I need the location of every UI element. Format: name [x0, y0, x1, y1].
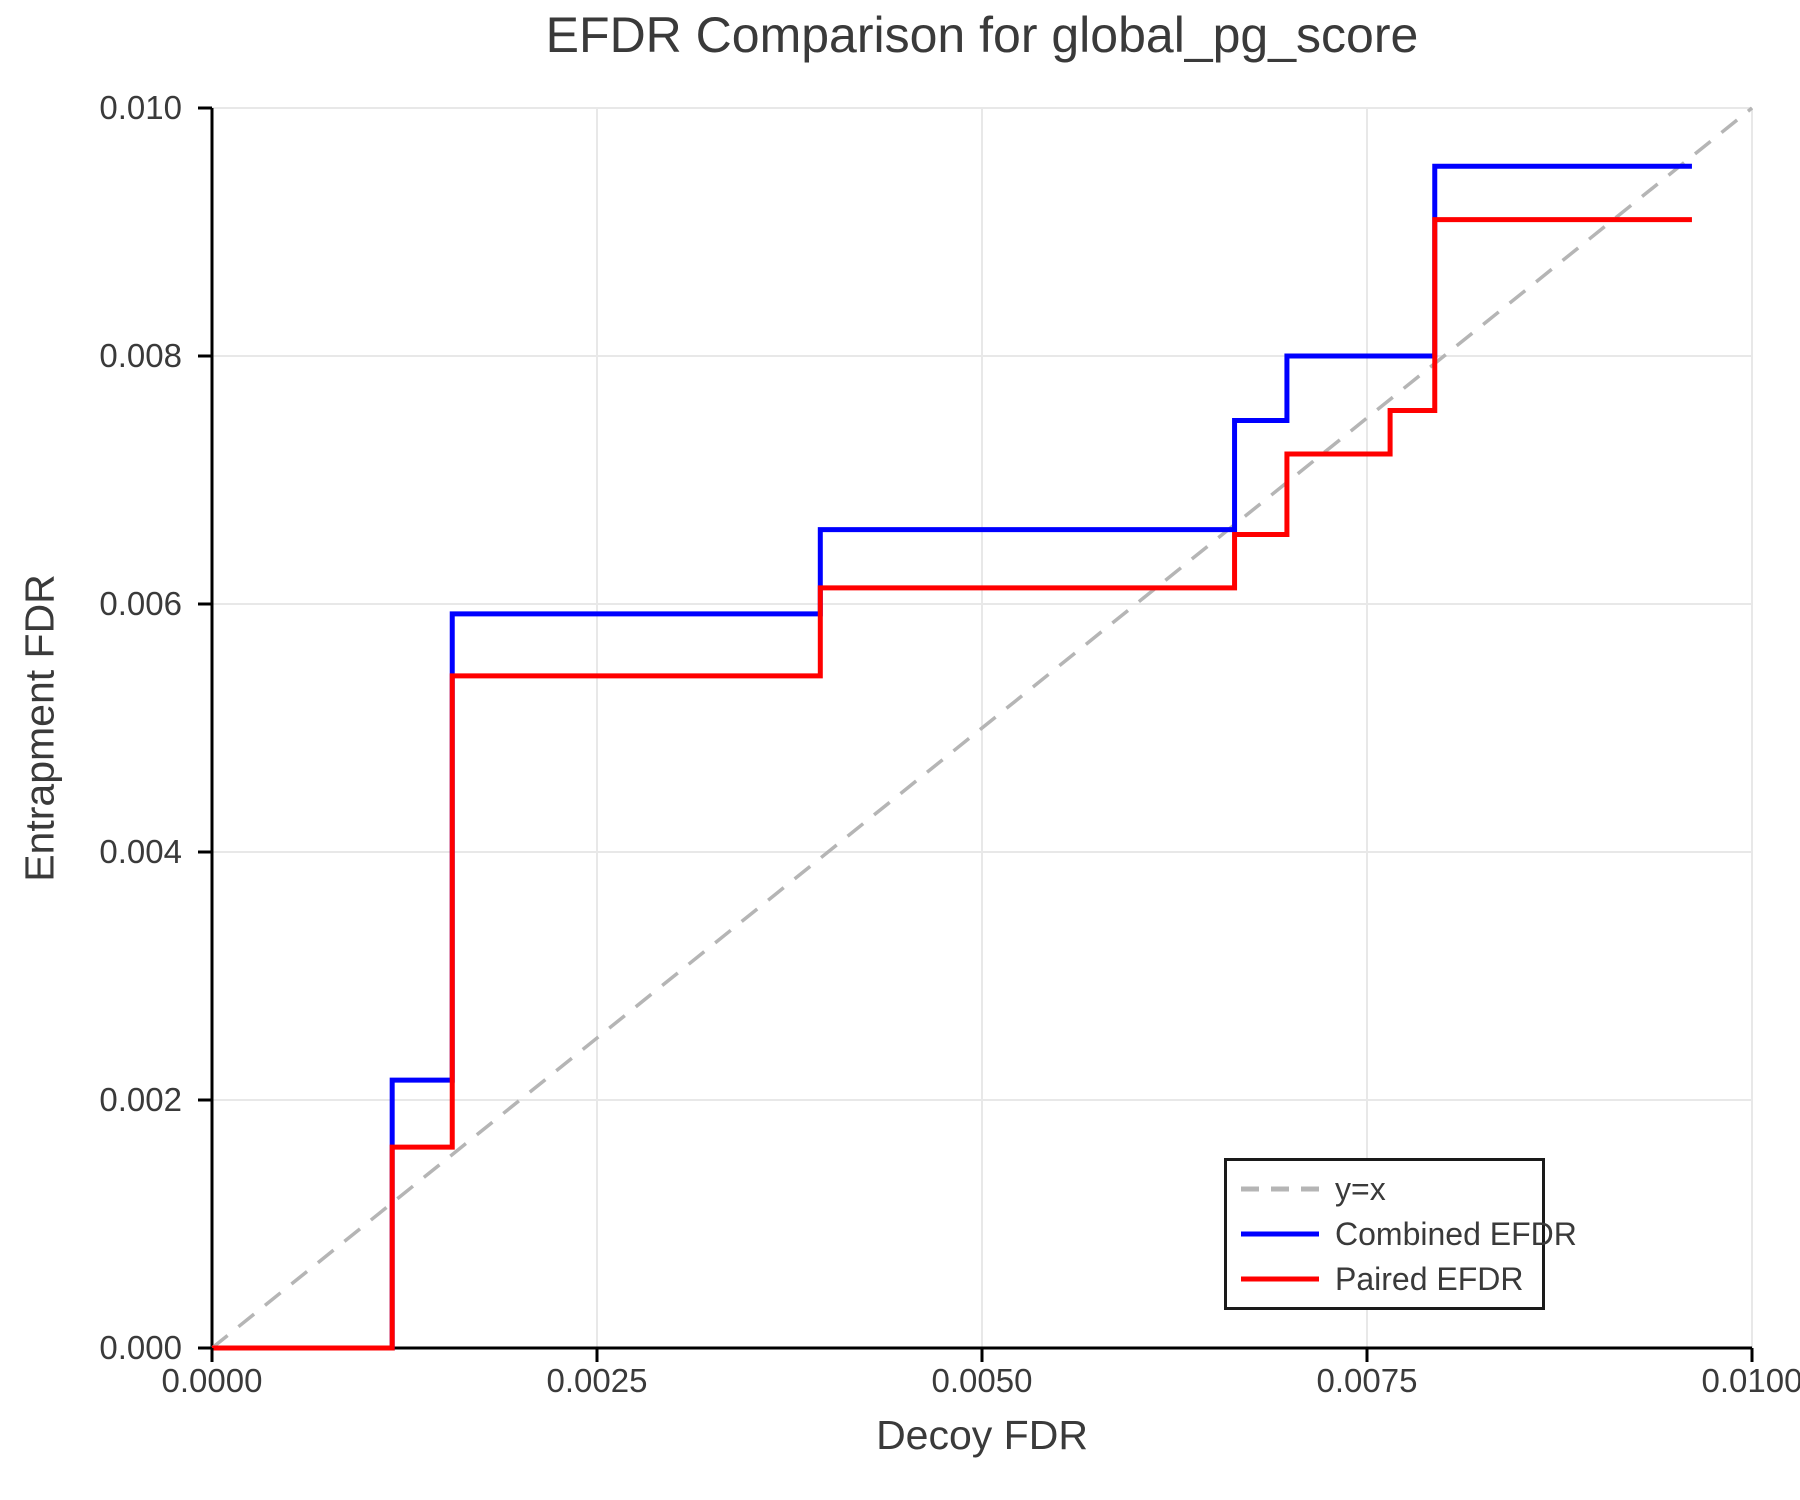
legend-entry-combined-efdr: Combined EFDR [1241, 1213, 1577, 1255]
y-tick-label-0.006: 0.006 [99, 585, 182, 622]
y-tick-label-0.000: 0.000 [99, 1329, 182, 1366]
series-line-combined-efdr [212, 163, 1692, 1351]
reference-line-y-equals-x [210, 106, 1754, 1350]
chart-title: EFDR Comparison for global_pg_score [545, 7, 1419, 63]
legend-line-sample [1241, 1276, 1319, 1282]
legend-entry-y-x: y=x [1241, 1168, 1528, 1210]
series-line-paired-efdr [212, 217, 1692, 1351]
x-tick-label-0.0100: 0.0100 [1701, 1362, 1800, 1399]
legend-line-sample [1241, 1231, 1319, 1237]
y-tick-label-0.002: 0.002 [99, 1081, 182, 1118]
x-tick-label-0.0025: 0.0025 [546, 1362, 648, 1399]
legend-entry-paired-efdr: Paired EFDR [1241, 1258, 1528, 1300]
x-tick-label-0.0000: 0.0000 [161, 1362, 263, 1399]
legend-line-sample [1241, 1186, 1319, 1192]
legend-label: Paired EFDR [1335, 1261, 1524, 1297]
y-tick-label-0.004: 0.004 [99, 833, 182, 870]
legend-label: Combined EFDR [1335, 1216, 1577, 1252]
legend-label: y=x [1335, 1171, 1386, 1207]
x-tick-label-0.0075: 0.0075 [1316, 1362, 1418, 1399]
y-tick-label-0.010: 0.010 [99, 89, 182, 126]
y-tick-label-0.008: 0.008 [99, 337, 182, 374]
legend: y=x Combined EFDR Paired EFDR [1224, 1158, 1577, 1310]
x-axis-label: Decoy FDR [876, 1412, 1088, 1458]
x-tick-label-0.0050: 0.0050 [931, 1362, 1033, 1399]
